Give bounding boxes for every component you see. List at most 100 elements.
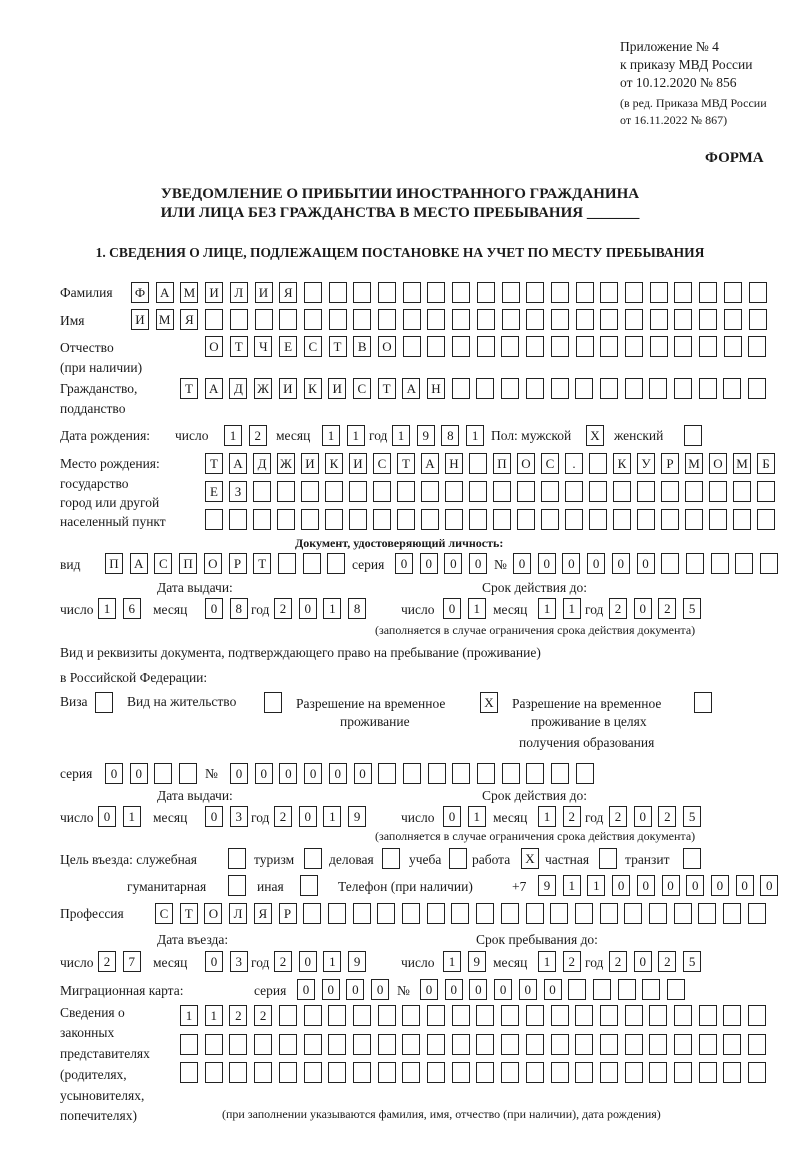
char-cell[interactable] [402, 282, 421, 303]
char-cell[interactable]: 0 [537, 553, 556, 574]
char-cell[interactable] [154, 763, 173, 784]
char-cell[interactable] [501, 763, 520, 784]
checkbox[interactable] [228, 875, 246, 896]
char-cell[interactable]: 0 [346, 979, 365, 1000]
char-cell[interactable]: 2 [229, 1005, 248, 1026]
checkbox[interactable] [95, 692, 113, 713]
char-cell[interactable]: 0 [105, 763, 123, 784]
char-cell[interactable]: 0 [205, 951, 223, 972]
char-cell[interactable] [204, 1062, 223, 1083]
char-cell[interactable] [476, 378, 495, 399]
char-cell[interactable]: Е [205, 481, 223, 502]
char-cell[interactable] [625, 282, 643, 303]
char-cell[interactable]: Я [279, 282, 298, 303]
char-cell[interactable]: 0 [611, 553, 630, 574]
char-cell[interactable]: 1 [323, 806, 342, 827]
char-cell[interactable]: О [203, 553, 222, 574]
char-cell[interactable]: 2 [658, 951, 677, 972]
char-cell[interactable]: Ч [254, 336, 273, 357]
char-cell[interactable]: 0 [443, 598, 461, 619]
char-cell[interactable]: 5 [683, 598, 702, 619]
char-cell[interactable] [600, 309, 619, 330]
char-cell[interactable] [637, 509, 655, 530]
char-cell[interactable]: 0 [443, 806, 461, 827]
char-cell[interactable] [674, 309, 693, 330]
char-cell[interactable] [624, 903, 643, 924]
char-cell[interactable]: Я [253, 903, 272, 924]
char-cell[interactable] [402, 903, 420, 924]
char-cell[interactable] [541, 509, 559, 530]
char-cell[interactable] [325, 509, 343, 530]
char-cell[interactable] [402, 1062, 421, 1083]
char-cell[interactable]: 1 [538, 806, 556, 827]
char-cell[interactable] [637, 481, 655, 502]
char-cell[interactable] [427, 309, 446, 330]
char-cell[interactable]: З [229, 481, 247, 502]
char-cell[interactable] [279, 309, 298, 330]
char-cell[interactable] [378, 309, 396, 330]
char-cell[interactable]: 5 [683, 806, 702, 827]
char-cell[interactable]: 3 [229, 951, 248, 972]
char-cell[interactable] [733, 509, 751, 530]
char-cell[interactable] [204, 1034, 223, 1055]
char-cell[interactable] [378, 282, 396, 303]
char-cell[interactable] [748, 1034, 767, 1055]
char-cell[interactable]: С [373, 453, 391, 474]
char-cell[interactable] [421, 509, 439, 530]
char-cell[interactable]: Д [229, 378, 248, 399]
char-cell[interactable]: 1 [443, 951, 461, 972]
char-cell[interactable]: А [402, 378, 421, 399]
char-cell[interactable] [685, 553, 704, 574]
char-cell[interactable]: 0 [513, 553, 531, 574]
char-cell[interactable]: . [565, 453, 583, 474]
char-cell[interactable] [303, 1062, 322, 1083]
char-cell[interactable]: 0 [543, 979, 562, 1000]
char-cell[interactable]: 8 [441, 425, 460, 446]
char-cell[interactable] [526, 282, 545, 303]
char-cell[interactable] [698, 1062, 717, 1083]
char-cell[interactable] [568, 979, 587, 1000]
char-cell[interactable] [674, 1062, 692, 1083]
char-cell[interactable]: Я [180, 309, 199, 330]
char-cell[interactable] [501, 282, 520, 303]
char-cell[interactable] [469, 453, 487, 474]
char-cell[interactable] [525, 1062, 544, 1083]
char-cell[interactable]: М [685, 453, 703, 474]
char-cell[interactable]: О [709, 453, 727, 474]
char-cell[interactable] [426, 903, 445, 924]
char-cell[interactable]: 1 [98, 598, 116, 619]
char-cell[interactable] [550, 1062, 569, 1083]
char-cell[interactable]: 1 [122, 806, 141, 827]
char-cell[interactable] [617, 979, 636, 1000]
char-cell[interactable]: 0 [205, 806, 223, 827]
char-cell[interactable] [723, 1034, 742, 1055]
char-cell[interactable]: И [131, 309, 149, 330]
char-cell[interactable] [377, 903, 396, 924]
char-cell[interactable] [303, 1034, 322, 1055]
char-cell[interactable]: 8 [229, 598, 248, 619]
char-cell[interactable]: 0 [371, 979, 390, 1000]
char-cell[interactable] [452, 282, 471, 303]
char-cell[interactable]: О [204, 903, 223, 924]
char-cell[interactable] [500, 903, 519, 924]
char-cell[interactable]: Т [179, 903, 198, 924]
char-cell[interactable] [674, 1034, 692, 1055]
char-cell[interactable] [589, 509, 607, 530]
char-cell[interactable]: 7 [122, 951, 141, 972]
char-cell[interactable] [476, 1005, 495, 1026]
char-cell[interactable]: 2 [274, 951, 292, 972]
char-cell[interactable] [723, 336, 742, 357]
char-cell[interactable] [698, 378, 717, 399]
char-cell[interactable] [397, 481, 415, 502]
char-cell[interactable]: 2 [609, 806, 627, 827]
char-cell[interactable] [625, 309, 643, 330]
char-cell[interactable] [402, 1005, 421, 1026]
char-cell[interactable]: Т [328, 336, 347, 357]
char-cell[interactable] [748, 1062, 767, 1083]
char-cell[interactable]: И [254, 282, 273, 303]
char-cell[interactable] [600, 282, 619, 303]
char-cell[interactable]: 0 [444, 553, 463, 574]
char-cell[interactable] [723, 903, 742, 924]
char-cell[interactable] [723, 378, 742, 399]
char-cell[interactable] [723, 309, 742, 330]
